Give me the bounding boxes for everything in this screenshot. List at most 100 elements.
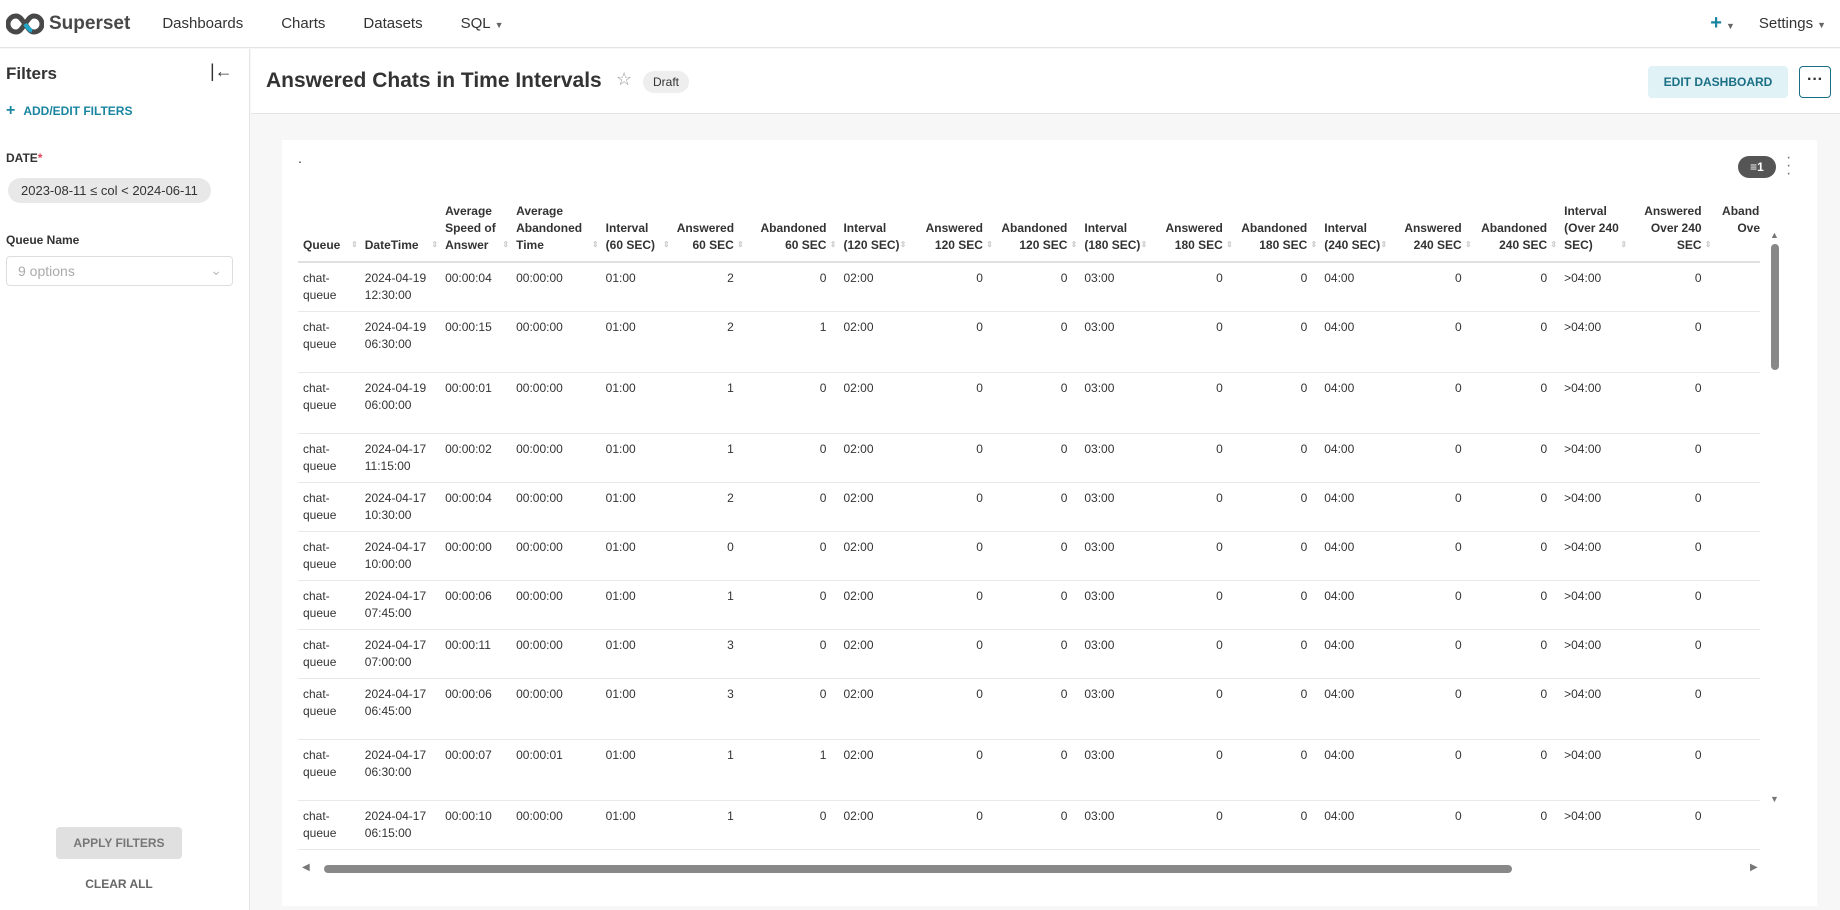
table-row: chat-queue 2024-04-19 12:30:00 00:00:04 00:… (298, 262, 1760, 312)
superset-logo[interactable]: Superset (6, 13, 130, 35)
column-header[interactable]: Abandoned 60 SEC ⇕ (745, 185, 839, 263)
column-header[interactable]: Abandoned 180 SEC ⇕ (1234, 185, 1320, 263)
nav-charts[interactable]: Charts (281, 15, 326, 32)
sort-icon[interactable]: ⇕ (351, 240, 358, 249)
scroll-up-icon[interactable]: ▲ (1770, 230, 1779, 240)
table-cell: 0 (908, 739, 995, 801)
queue-name-select[interactable]: 9 options ⌄ (6, 256, 233, 286)
scroll-down-icon[interactable]: ▼ (1770, 794, 1779, 804)
sort-icon[interactable]: ⇕ (1140, 240, 1148, 249)
column-header[interactable]: Answered 240 SEC ⇕ (1389, 185, 1474, 263)
sort-icon[interactable]: ⇕ (1310, 240, 1318, 249)
nav-sql[interactable]: SQL ▼ (461, 15, 504, 32)
horizontal-scrollbar[interactable]: ◀ ▶ (302, 862, 1802, 876)
table-cell: 2024-04-17 07:00:00 (359, 629, 441, 679)
table-cell: 02:00 (838, 678, 909, 740)
table-cell: 2 (671, 262, 746, 312)
settings-menu[interactable]: Settings ▼ (1759, 15, 1826, 32)
more-options-button[interactable]: ··· (1799, 66, 1831, 98)
scroll-left-icon[interactable]: ◀ (302, 862, 310, 873)
scroll-right-icon[interactable]: ▶ (1750, 862, 1758, 873)
edit-dashboard-button[interactable]: EDIT DASHBOARD (1648, 66, 1788, 98)
sort-icon[interactable]: ⇕ (1704, 240, 1712, 249)
new-menu-button[interactable]: + ▼ (1710, 12, 1735, 35)
sort-icon[interactable]: ⇕ (431, 240, 439, 249)
sort-icon[interactable]: ⇕ (829, 240, 837, 249)
table-cell: 00:00:00 (511, 482, 601, 532)
table-cell: 2024-04-17 (359, 849, 441, 860)
sort-icon[interactable]: ⇕ (1464, 240, 1472, 249)
column-header[interactable]: Interval (120 SEC) ⇕ (838, 185, 909, 263)
sort-icon[interactable]: ⇕ (1226, 240, 1233, 249)
table-cell: 0 (671, 531, 746, 581)
sort-icon[interactable]: ⇕ (1550, 240, 1558, 249)
table-row: chat-queue 2024-04-17 11:15:00 00:00:02 00:… (298, 433, 1760, 483)
table-cell: 2024-04-17 07:45:00 (359, 580, 441, 630)
column-header[interactable]: Abandoned 120 SEC ⇕ (994, 185, 1080, 263)
column-header[interactable]: Interval (240 SEC) ⇕ (1319, 185, 1390, 263)
filters-title: Filters (6, 64, 58, 83)
table-cell: 0 (908, 800, 995, 850)
column-header[interactable]: Abandoned 240 SEC ⇕ (1473, 185, 1560, 263)
table-cell: 1 (671, 372, 746, 434)
table-cell: 00:00:00 (511, 580, 601, 630)
column-header-label: Average Abandoned Time (516, 204, 583, 252)
table-cell: 0 (1234, 311, 1320, 373)
column-header[interactable]: Abandoned Over 240 SEC⇕ (1713, 185, 1760, 263)
column-header[interactable]: Queue ⇕ (298, 185, 360, 263)
sort-icon[interactable]: ⇕ (1380, 240, 1388, 249)
table-cell: 03:00 (1079, 262, 1150, 312)
column-header[interactable]: DateTime ⇕ (359, 185, 441, 263)
draft-status-badge[interactable]: Draft (643, 71, 690, 93)
column-header[interactable]: Answered Over 240 SEC ⇕ (1629, 185, 1714, 263)
sort-icon[interactable]: ⇕ (591, 240, 599, 249)
table-cell: 0 (1389, 531, 1474, 581)
column-header[interactable]: Answered 120 SEC ⇕ (908, 185, 995, 263)
table-cell: 0 (1234, 739, 1320, 801)
sort-icon[interactable]: ⇕ (502, 240, 510, 249)
column-header[interactable]: Interval (180 SEC) ⇕ (1079, 185, 1150, 263)
column-header[interactable]: Interval (Over 240 SEC) ⇕ (1559, 185, 1630, 263)
sort-icon[interactable]: ⇕ (899, 240, 907, 249)
table-cell: >04:00 (1559, 433, 1630, 483)
table-cell: 0 (908, 849, 995, 860)
required-mark: * (37, 151, 43, 165)
table-cell: 0 (745, 531, 839, 581)
table-cell: 0 (1629, 433, 1714, 483)
sort-icon[interactable]: ⇕ (737, 240, 744, 249)
table-cell: 02:00 (838, 482, 909, 532)
column-header[interactable]: Average Abandoned Time ⇕ (511, 185, 601, 263)
vertical-scroll-thumb[interactable] (1771, 244, 1779, 370)
sort-icon[interactable]: ⇕ (1070, 240, 1078, 249)
vertical-scrollbar[interactable]: ▲ ▼ (1770, 230, 1780, 804)
dashboard-title[interactable]: Answered Chats in Time Intervals (266, 69, 602, 92)
table-cell: 0 (1473, 262, 1560, 312)
apply-filters-button[interactable]: APPLY FILTERS (56, 827, 182, 859)
clear-all-button[interactable]: CLEAR ALL (85, 877, 153, 891)
table-cell: 03:00 (1079, 433, 1150, 483)
date-range-value[interactable]: 2023-08-11 ≤ col < 2024-06-11 (8, 178, 211, 203)
add-edit-filters-button[interactable]: + ADD/EDIT FILTERS (6, 102, 132, 120)
favorite-star-icon[interactable]: ☆ (616, 69, 633, 89)
table-cell: >04:00 (1559, 629, 1630, 679)
sort-icon[interactable]: ⇕ (1620, 240, 1628, 249)
column-header-label: DateTime (364, 238, 419, 252)
chart-menu-icon[interactable]: · · · (1786, 149, 1792, 182)
applied-filters-badge[interactable]: ≡1 (1738, 156, 1776, 178)
nav-dashboards[interactable]: Dashboards (162, 15, 244, 32)
table-cell: 0 (1149, 262, 1235, 312)
nav-datasets[interactable]: Datasets (363, 15, 423, 32)
horizontal-scroll-thumb[interactable] (324, 865, 1512, 873)
table-cell: 0 (1149, 849, 1235, 860)
column-header[interactable]: Answered 60 SEC ⇕ (671, 185, 746, 263)
table-cell: 0 (1473, 580, 1560, 630)
sort-icon[interactable]: ⇕ (986, 240, 993, 249)
column-header[interactable]: Interval (60 SEC) ⇕ (600, 185, 672, 263)
column-header[interactable]: Average Speed of Answer ⇕ (440, 185, 512, 263)
sort-icon[interactable]: ⇕ (662, 240, 670, 249)
table-cell: 0 (1713, 580, 1760, 630)
table-cell: 0 (1629, 531, 1714, 581)
collapse-sidebar-icon[interactable]: |← (210, 61, 233, 81)
table-cell: 00:00:02 (440, 433, 512, 483)
column-header[interactable]: Answered 180 SEC ⇕ (1149, 185, 1235, 263)
